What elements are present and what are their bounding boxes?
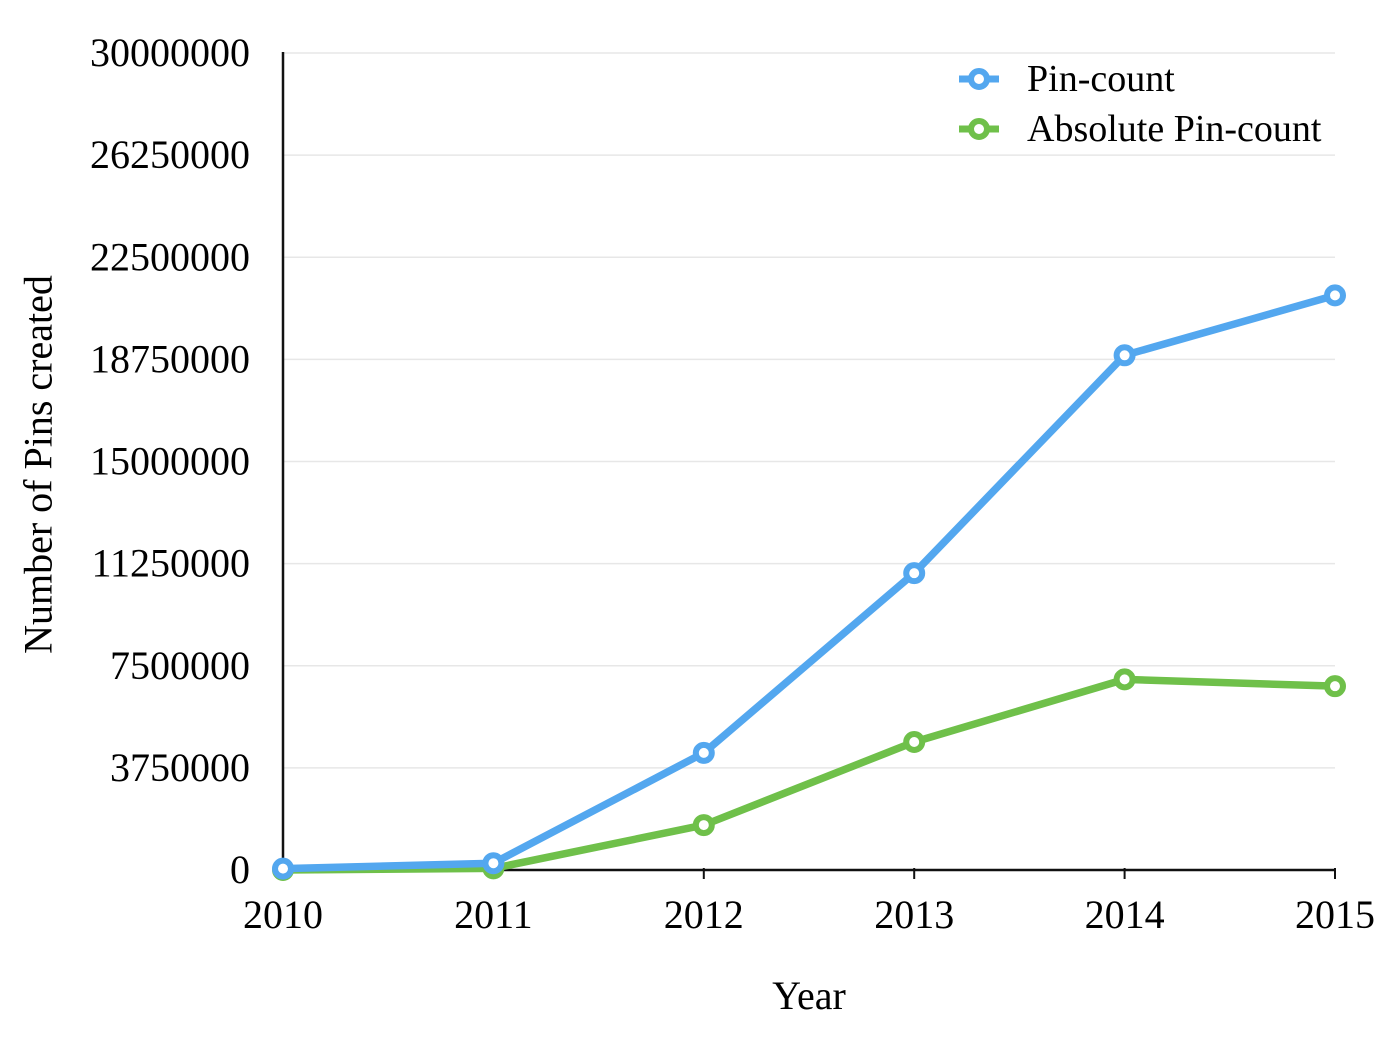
- x-tick-label: 2014: [1085, 892, 1165, 937]
- line-marker-icon: [959, 68, 999, 90]
- data-point-marker: [903, 562, 926, 585]
- y-axis-title: Number of Pins created: [15, 275, 61, 654]
- legend-label-pin-count: Pin-count: [1027, 58, 1175, 100]
- x-tick-label: 2011: [454, 892, 533, 937]
- x-tick-label: 2013: [874, 892, 954, 937]
- y-tick-label: 0: [230, 847, 250, 892]
- y-tick-label: 22500000: [90, 234, 250, 279]
- x-tick-label: 2015: [1295, 892, 1375, 937]
- series-line: [279, 291, 1339, 873]
- data-point-marker: [482, 852, 505, 875]
- data-point-marker: [903, 731, 926, 754]
- data-point-marker: [272, 857, 294, 880]
- legend-label-absolute-pin-count: Absolute Pin-count: [1027, 108, 1322, 150]
- y-tick-label: 30000000: [90, 30, 250, 75]
- y-tick-label: 3750000: [110, 745, 250, 790]
- data-point-marker: [1324, 675, 1346, 698]
- y-tick-label: 15000000: [90, 439, 250, 484]
- data-point-marker: [692, 741, 715, 764]
- x-tick-label: 2010: [243, 892, 323, 937]
- line-marker-icon: [959, 118, 999, 140]
- y-tick-label: 11250000: [91, 541, 250, 586]
- x-axis-title: Year: [772, 973, 846, 1018]
- legend: Pin-count Absolute Pin-count: [959, 54, 1321, 154]
- data-point-marker: [1113, 668, 1136, 691]
- legend-item-pin-count: Pin-count: [959, 54, 1321, 104]
- y-tick-label: 18750000: [90, 336, 250, 381]
- y-tick-label: 26250000: [90, 132, 250, 177]
- legend-item-absolute-pin-count: Absolute Pin-count: [959, 104, 1321, 154]
- data-point-marker: [1113, 344, 1136, 367]
- y-tick-label: 7500000: [110, 643, 250, 688]
- x-tick-label: 2012: [664, 892, 744, 937]
- data-point-marker: [692, 814, 715, 837]
- data-point-marker: [1324, 284, 1346, 307]
- series-line: [279, 675, 1339, 874]
